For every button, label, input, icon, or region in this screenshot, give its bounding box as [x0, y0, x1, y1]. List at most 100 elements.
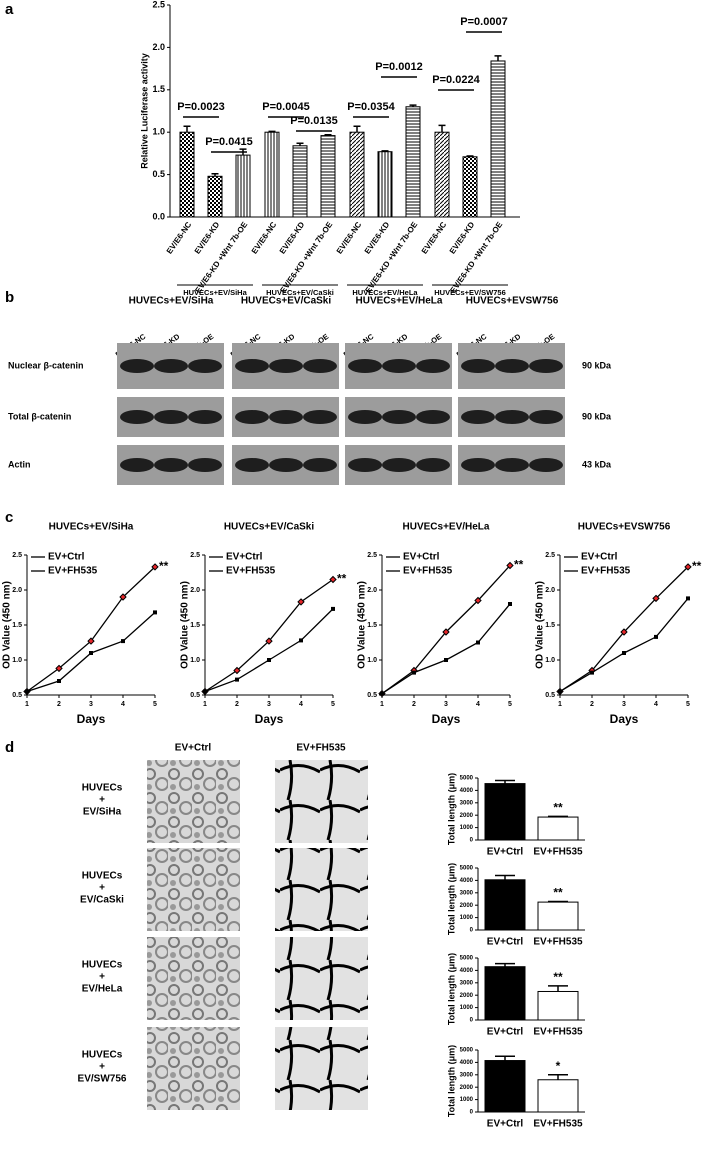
- bar: [484, 783, 526, 841]
- group-label: HUVECs+EV/CaSki: [266, 288, 334, 297]
- image-row-label: HUVECs: [82, 783, 123, 794]
- marker: [265, 637, 273, 645]
- y-tick-label: 0.0: [152, 211, 165, 221]
- marker: [153, 610, 157, 615]
- x-tick-label: EV+Ctrl: [487, 1119, 524, 1130]
- error-bar: [495, 962, 515, 967]
- x-tick-label: EV+FH535: [533, 1119, 583, 1130]
- marker: [508, 602, 512, 606]
- x-tick-label: EV/E6-KD +Wnt 7b-OE: [193, 220, 249, 295]
- bar: [537, 816, 579, 841]
- y-tick-label: 3000: [460, 1072, 474, 1078]
- y-axis-label: Total length (μm): [446, 773, 456, 845]
- marker: [506, 561, 514, 570]
- x-tick-label: EV/E6-KD: [193, 220, 222, 256]
- image-column-label: EV+Ctrl: [175, 743, 212, 754]
- bar: [537, 990, 579, 1021]
- y-tick-label: 2.0: [12, 587, 22, 594]
- p-value: P=0.0007: [460, 16, 507, 28]
- x-tick-label: 3: [622, 701, 626, 708]
- x-tick-label: EV/E6-NC: [335, 220, 364, 256]
- y-tick-label: 2.5: [190, 552, 200, 559]
- x-tick-label: 2: [412, 701, 416, 708]
- blot-band: [235, 458, 269, 472]
- image-column-label: EV+FH535: [296, 743, 346, 754]
- y-tick-label: 2000: [460, 993, 474, 999]
- legend-label: EV+Ctrl: [403, 552, 440, 563]
- marker: [87, 637, 95, 645]
- y-tick-label: 0.5: [152, 169, 165, 179]
- marker: [235, 677, 239, 682]
- marker: [203, 689, 207, 694]
- blot-band: [461, 458, 495, 472]
- x-tick-label: EV/E6-NC: [420, 220, 449, 256]
- y-tick-label: 3000: [460, 800, 474, 806]
- p-value: P=0.0135: [290, 115, 337, 127]
- image-row-label: HUVECs: [82, 871, 123, 882]
- p-value: P=0.0354: [347, 101, 395, 113]
- blot-group: HUVECs+EV/HeLa: [356, 296, 443, 307]
- error-bar: [495, 874, 515, 880]
- y-axis-label: OD Value (450 nm): [535, 581, 546, 669]
- significance: *: [556, 1059, 561, 1073]
- panel-label: a: [5, 1, 14, 18]
- x-tick-label: EV/E6-KD: [448, 220, 477, 256]
- marker: [654, 634, 658, 639]
- blot-band: [495, 359, 529, 373]
- error-bar: [353, 125, 361, 133]
- y-tick-label: 1000: [460, 1005, 474, 1011]
- y-tick-label: 4000: [460, 1060, 474, 1066]
- blot-band: [529, 359, 563, 373]
- blot-band: [382, 458, 416, 472]
- x-tick-label: 3: [444, 701, 448, 708]
- chart-title: HUVECs+EV/HeLa: [403, 522, 490, 533]
- blot-band: [382, 359, 416, 373]
- y-tick-label: 4000: [460, 788, 474, 794]
- blot-band: [188, 458, 222, 472]
- blot-group: HUVECs+EVSW756: [466, 296, 559, 307]
- significance: **: [553, 886, 563, 900]
- image-row-label: +: [99, 1062, 105, 1073]
- micrograph: [147, 1027, 240, 1110]
- bar: [377, 151, 393, 218]
- series-line: [204, 578, 334, 693]
- x-tick-label: 4: [121, 701, 125, 708]
- y-tick-label: 2.5: [545, 552, 555, 559]
- p-value: P=0.0045: [262, 101, 309, 113]
- y-tick-label: 5000: [460, 956, 474, 962]
- marker: [558, 689, 562, 694]
- x-tick-label: 3: [89, 701, 93, 708]
- y-tick-label: 2.0: [190, 587, 200, 594]
- x-tick-label: EV/E6-NC: [250, 220, 279, 256]
- marker: [590, 670, 594, 675]
- x-tick-label: 5: [686, 701, 690, 708]
- y-tick-label: 1.5: [190, 622, 200, 629]
- marker: [652, 594, 660, 603]
- marker: [620, 628, 628, 636]
- x-tick-label: 3: [267, 701, 271, 708]
- marker: [89, 651, 93, 655]
- y-tick-label: 1.5: [152, 84, 165, 94]
- bar: [537, 901, 579, 931]
- marker: [474, 596, 482, 605]
- significance: **: [337, 572, 347, 586]
- blot-band: [348, 410, 382, 424]
- marker: [331, 606, 335, 611]
- marker: [297, 598, 305, 606]
- blot-band: [416, 458, 450, 472]
- chart-title: HUVECs+EVSW756: [578, 522, 671, 533]
- error-bar: [548, 900, 568, 903]
- blot-band: [495, 458, 529, 472]
- marker: [476, 640, 480, 645]
- marker: [622, 651, 626, 655]
- legend-label: EV+FH535: [226, 566, 276, 577]
- blot-group: HUVECs+EV/CaSki: [241, 296, 332, 307]
- marker: [55, 664, 63, 673]
- bar: [405, 106, 421, 218]
- blot-band: [529, 458, 563, 472]
- x-axis-label: Days: [432, 712, 461, 726]
- legend-label: EV+Ctrl: [226, 552, 263, 563]
- x-tick-label: 5: [331, 701, 335, 708]
- bar: [484, 966, 526, 1021]
- y-tick-label: 1.5: [367, 622, 377, 629]
